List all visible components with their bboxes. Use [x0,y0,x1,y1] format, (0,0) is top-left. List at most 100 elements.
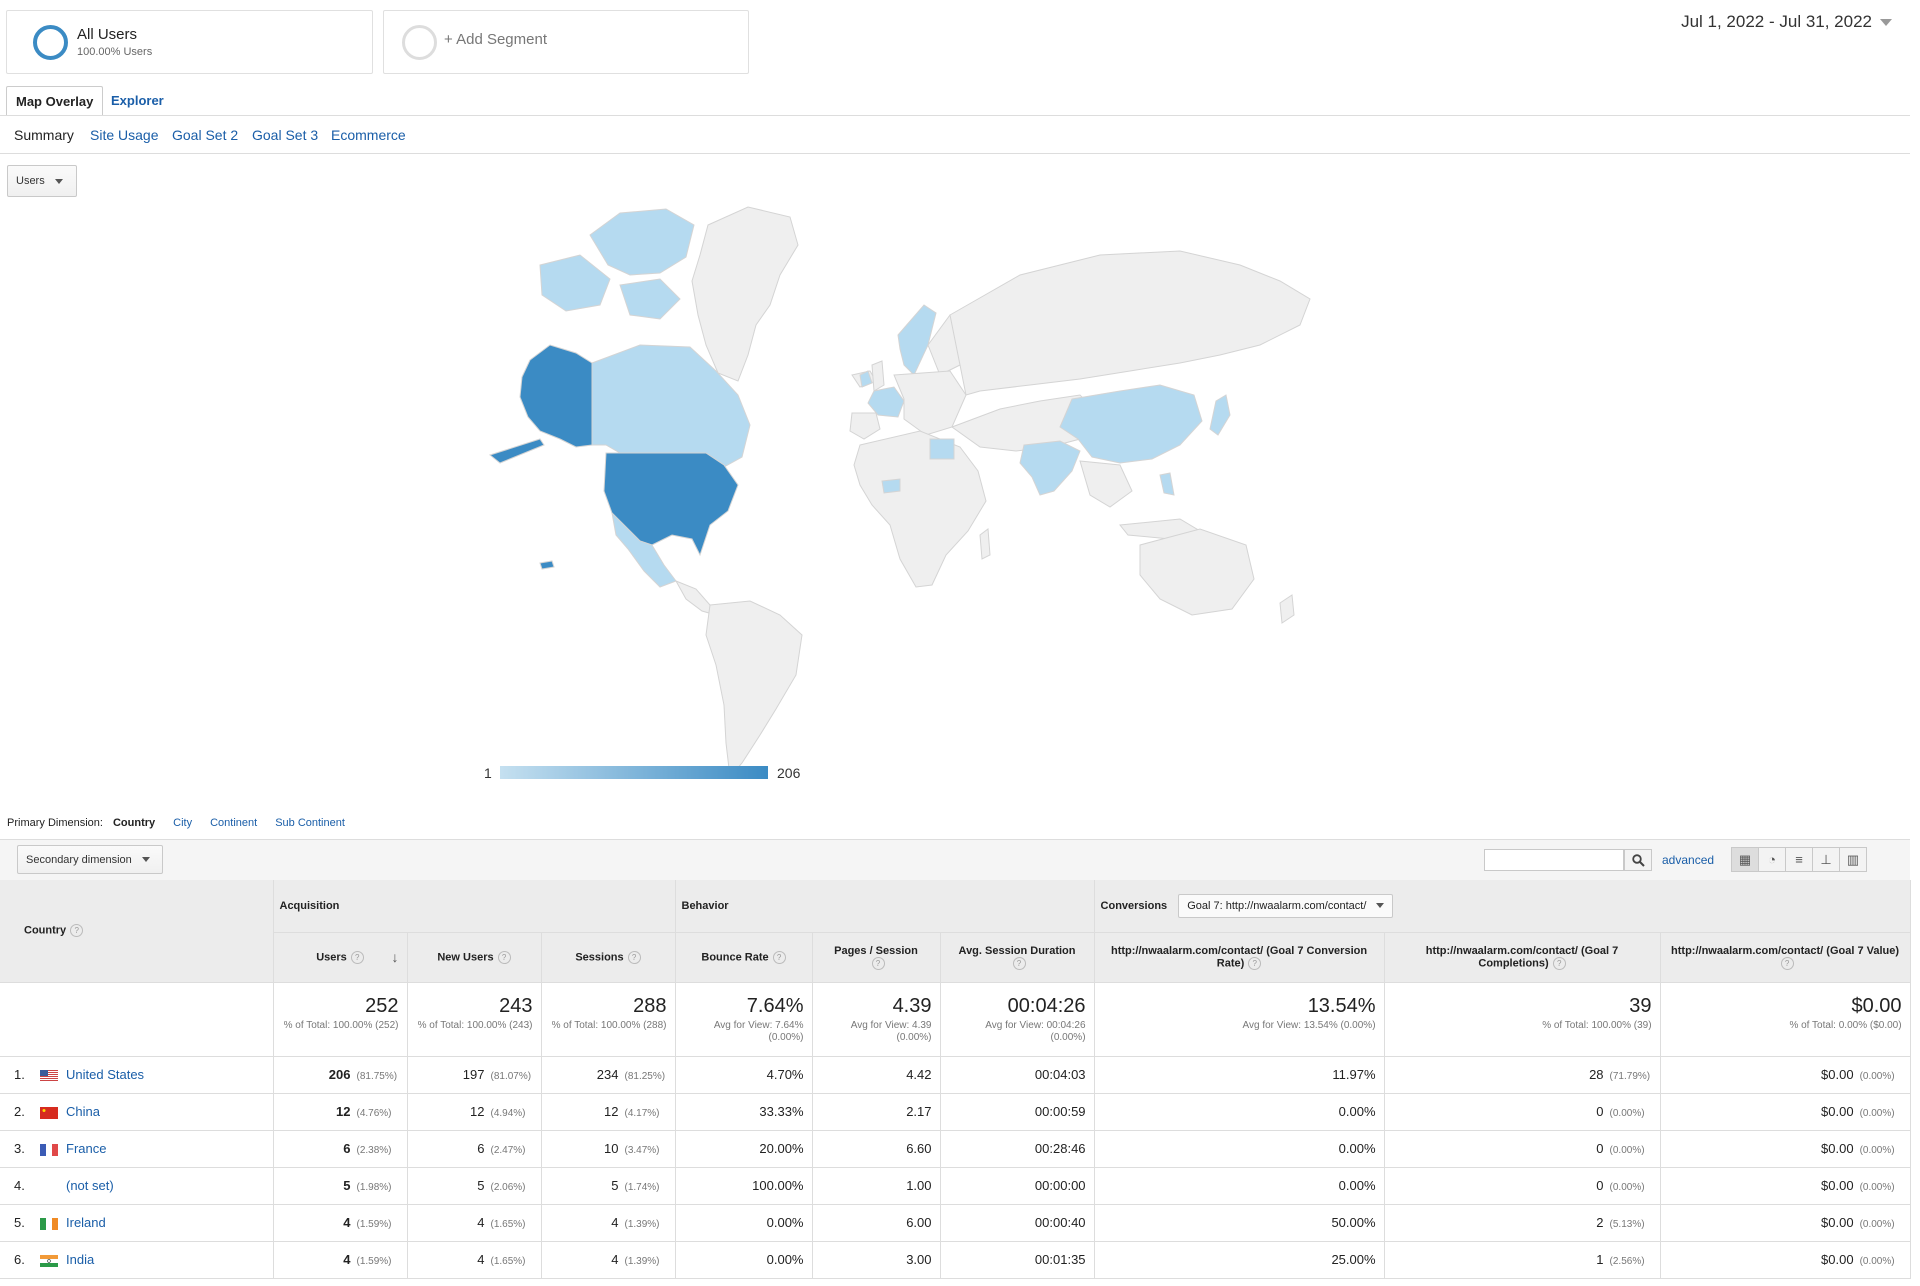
segment-all-users[interactable]: All Users 100.00% Users [6,10,373,74]
new-users-cell: 197 (81.07%) [407,1056,542,1094]
sessions-pct: (3.47%) [624,1145,660,1156]
subtab-goal-set-2[interactable]: Goal Set 2 [172,127,239,143]
country-cell: 2. China [0,1093,274,1131]
country-link[interactable]: (not set) [66,1178,114,1193]
performance-view-icon[interactable]: ≡ [1785,847,1813,872]
add-segment-button[interactable]: + Add Segment [383,10,749,74]
new-users-cell: 5 (2.06%) [407,1167,542,1205]
help-icon[interactable]: ? [70,924,84,938]
help-icon[interactable]: ? [1780,956,1794,970]
country-link[interactable]: India [66,1252,95,1267]
help-icon[interactable]: ? [772,950,786,964]
help-icon[interactable]: ? [627,950,641,964]
search-button[interactable] [1624,849,1652,871]
row-index: 1. [14,1067,25,1082]
col-bounce-rate[interactable]: Bounce Rate? [675,932,813,983]
users-cell: 12 (4.76%) [273,1093,408,1131]
users-value: 12 [336,1104,351,1119]
completions-pct: (0.00%) [1609,1108,1645,1119]
view-toggle-group: ▦ ◔ ≡ ⊥ ▥ [1731,847,1867,872]
completions-cell: 28 (71.79%) [1384,1056,1661,1094]
tab-explorer[interactable]: Explorer [111,93,164,108]
total-value: 7.64% [746,994,804,1017]
country-link[interactable]: China [66,1104,100,1119]
subtab-goal-set-3[interactable]: Goal Set 3 [252,127,319,143]
country-link[interactable]: United States [66,1067,145,1082]
sessions-pct: (81.25%) [624,1071,666,1082]
legend-min: 1 [484,765,492,781]
total-note: Avg for View: 00:04:26 (0.00%) [985,1019,1086,1043]
table-row: 2. China 12 (4.76%) 12 (4.94%) 12 (4.17%) 33.33%… [0,1093,1911,1131]
col-sessions[interactable]: Sessions? [541,932,676,983]
dimension-city[interactable]: City [173,817,193,829]
sort-desc-icon[interactable]: ↓ [391,948,399,965]
total-note: % of Total: 0.00% ($0.00) [1789,1019,1902,1031]
map-region-scandinavia [897,304,937,376]
pie-view-icon[interactable]: ◔ [1758,847,1786,872]
goal-value-pct: (0.00%) [1859,1256,1895,1267]
new-users-value: 12 [470,1104,485,1119]
total-value: 13.54% [1307,994,1376,1017]
advanced-filter-link[interactable]: advanced [1662,853,1715,867]
tab-map-overlay[interactable]: Map Overlay [6,86,104,116]
dimension-continent[interactable]: Continent [210,817,258,829]
completions-value: 2 [1596,1215,1604,1230]
total-cell: $0.00 % of Total: 0.00% ($0.00) [1660,982,1911,1057]
pivot-view-icon[interactable]: ▥ [1839,847,1867,872]
flag-in-icon [40,1254,58,1267]
goal-value: $0.00 [1821,1067,1854,1082]
help-icon[interactable]: ? [1248,956,1262,970]
col-users[interactable]: Users? ↓ [273,932,408,983]
col-new-users[interactable]: New Users? [407,932,542,983]
dimension-country[interactable]: Country [112,817,156,829]
chevron-down-icon [1880,18,1892,26]
country-link[interactable]: France [66,1141,107,1156]
completions-cell: 0 (0.00%) [1384,1167,1661,1205]
dimension-sub-continent[interactable]: Sub Continent [275,817,345,829]
map-region-africa [853,430,987,588]
subtab-site-usage[interactable]: Site Usage [90,127,159,143]
total-cell: 13.54% Avg for View: 13.54% (0.00%) [1094,982,1385,1057]
completions-value: 0 [1596,1178,1604,1193]
subtab-summary[interactable]: Summary [14,127,74,143]
goal-select[interactable]: Goal 7: http://nwaalarm.com/contact/ [1178,893,1394,918]
col-goal7-completions[interactable]: http://nwaalarm.com/contact/ (Goal 7 Com… [1384,932,1661,983]
table-search-input[interactable] [1484,849,1624,871]
total-cell: 39 % of Total: 100.00% (39) [1384,982,1661,1057]
country-link[interactable]: Ireland [66,1215,106,1230]
sessions-value: 12 [604,1104,619,1119]
metric-select[interactable]: Users [7,165,77,197]
col-goal7-value[interactable]: http://nwaalarm.com/contact/ (Goal 7 Val… [1660,932,1911,983]
col-avg-session-duration[interactable]: Avg. Session Duration? [940,932,1095,983]
new-users-cell: 12 (4.94%) [407,1093,542,1131]
sessions-value: 234 [596,1067,619,1082]
country-header[interactable]: Country? [0,880,274,983]
col-goal7-conversion-rate[interactable]: http://nwaalarm.com/contact/ (Goal 7 Con… [1094,932,1385,983]
help-icon[interactable]: ? [1552,956,1566,970]
new-users-pct: (1.65%) [490,1256,526,1267]
table-view-icon[interactable]: ▦ [1731,847,1759,872]
table-row: 1. United States 206 (81.75%) 197 (81.07%) 234… [0,1056,1911,1094]
acquisition-group-label: Acquisition [273,880,676,933]
help-icon[interactable]: ? [350,950,364,964]
subtabs-divider [0,153,1910,154]
col-avg-session-duration-label: Avg. Session Duration [958,944,1076,957]
col-pages-session[interactable]: Pages / Session? [812,932,941,983]
tabs-divider [0,115,1910,116]
flag-cn-icon [40,1106,58,1119]
comparison-view-icon[interactable]: ⊥ [1812,847,1840,872]
help-icon[interactable]: ? [871,956,885,970]
sessions-cell: 4 (1.39%) [541,1204,676,1242]
bounce-rate-cell: 100.00% [675,1167,813,1205]
goal-value-cell: $0.00 (0.00%) [1660,1167,1911,1205]
world-map[interactable] [480,195,1440,785]
total-note: % of Total: 100.00% (288) [551,1019,667,1031]
total-cell: 243 % of Total: 100.00% (243) [407,982,542,1057]
legend-max: 206 [777,765,801,781]
help-icon[interactable]: ? [1012,956,1026,970]
help-icon[interactable]: ? [497,950,511,964]
subtab-ecommerce[interactable]: Ecommerce [331,127,406,143]
row-index: 2. [14,1104,25,1119]
secondary-dimension-select[interactable]: Secondary dimension [17,845,163,874]
date-range-picker[interactable]: Jul 1, 2022 - Jul 31, 2022 [1681,12,1892,32]
